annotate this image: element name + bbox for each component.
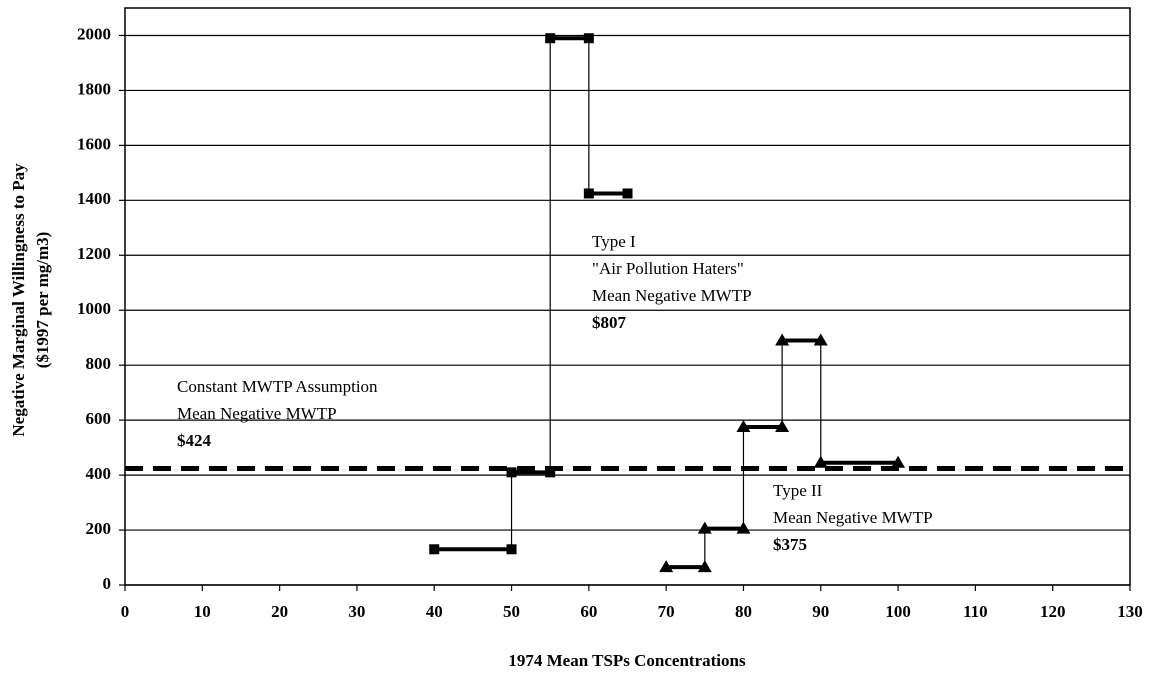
annotation: $375 bbox=[773, 535, 807, 554]
y-tick-label: 1800 bbox=[77, 79, 111, 98]
marker bbox=[813, 333, 828, 346]
annotation: Mean Negative MWTP bbox=[773, 508, 933, 527]
marker bbox=[775, 333, 790, 346]
annotation: $807 bbox=[592, 313, 627, 332]
x-tick-label: 70 bbox=[658, 602, 675, 621]
x-tick-label: 40 bbox=[426, 602, 443, 621]
x-tick-label: 120 bbox=[1040, 602, 1066, 621]
marker bbox=[506, 544, 517, 555]
annotation: Mean Negative MWTP bbox=[177, 404, 337, 423]
marker bbox=[506, 467, 517, 478]
y-tick-label: 400 bbox=[86, 464, 112, 483]
annotation: Type II bbox=[773, 481, 823, 500]
x-tick-label: 110 bbox=[963, 602, 988, 621]
x-tick-label: 130 bbox=[1117, 602, 1143, 621]
marker bbox=[775, 420, 790, 433]
x-tick-label: 100 bbox=[885, 602, 911, 621]
marker bbox=[622, 188, 633, 199]
marker bbox=[736, 521, 751, 534]
x-tick-label: 80 bbox=[735, 602, 752, 621]
y-tick-label: 1200 bbox=[77, 244, 111, 263]
marker bbox=[429, 544, 440, 555]
annotation: $424 bbox=[177, 431, 212, 450]
y-tick-label: 2000 bbox=[77, 24, 111, 43]
x-tick-label: 0 bbox=[121, 602, 130, 621]
annotation: Mean Negative MWTP bbox=[592, 286, 752, 305]
x-tick-label: 50 bbox=[503, 602, 520, 621]
y-tick-label: 600 bbox=[86, 409, 112, 428]
marker bbox=[697, 560, 712, 573]
annotation: Type I bbox=[592, 232, 636, 251]
y-tick-label: 800 bbox=[86, 354, 112, 373]
marker bbox=[891, 455, 906, 468]
annotation: Constant MWTP Assumption bbox=[177, 377, 378, 396]
x-axis-label: 1974 Mean TSPs Concentrations bbox=[508, 651, 746, 670]
marker bbox=[659, 560, 674, 573]
x-tick-label: 10 bbox=[194, 602, 211, 621]
annotation: "Air Pollution Haters" bbox=[592, 259, 744, 278]
marker bbox=[697, 521, 712, 534]
marker bbox=[545, 467, 556, 478]
marker bbox=[545, 33, 556, 44]
series-line bbox=[434, 37, 628, 550]
y-axis-label: Negative Marginal Willingness to Pay bbox=[9, 163, 28, 437]
x-tick-label: 20 bbox=[271, 602, 288, 621]
marker bbox=[813, 455, 828, 468]
marker bbox=[736, 420, 751, 433]
x-tick-label: 30 bbox=[348, 602, 365, 621]
x-tick-label: 60 bbox=[580, 602, 597, 621]
marker bbox=[583, 188, 594, 199]
y-tick-label: 1600 bbox=[77, 134, 111, 153]
y-axis-label: ($1997 per mg/m3) bbox=[33, 232, 52, 369]
y-tick-label: 0 bbox=[103, 574, 112, 593]
x-tick-label: 90 bbox=[812, 602, 829, 621]
y-tick-label: 1400 bbox=[77, 189, 111, 208]
y-tick-label: 1000 bbox=[77, 299, 111, 318]
marker bbox=[583, 33, 594, 44]
y-tick-label: 200 bbox=[86, 519, 112, 538]
